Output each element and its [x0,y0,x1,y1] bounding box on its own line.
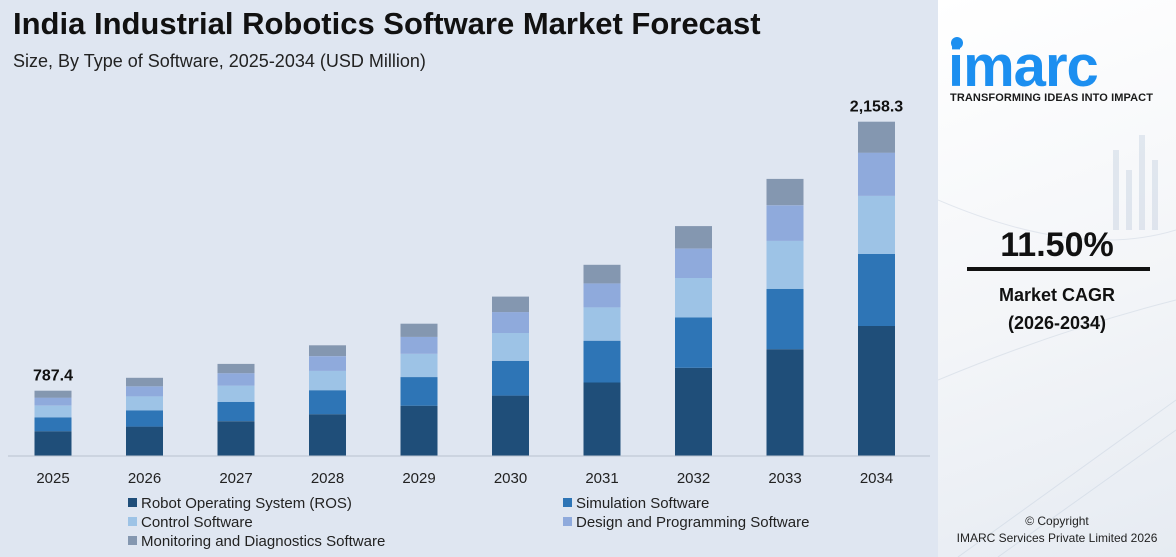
x-tick-label: 2033 [768,470,801,487]
decorative-background-graphic [938,135,1176,557]
x-tick-label: 2034 [860,470,893,487]
bar-segment [34,405,72,418]
bar-segment [34,417,72,432]
bar-segment [34,390,72,398]
bar-segment [858,121,895,153]
bar-segment [217,421,255,456]
bar-segment [400,353,438,377]
legend-item: Control Software [128,514,253,531]
chart-subtitle: Size, By Type of Software, 2025-2034 (US… [13,51,426,71]
bar-segment [858,254,895,326]
brand-tagline: TRANSFORMING IDEAS INTO IMPACT [950,92,1154,104]
x-tick-label: 2028 [311,470,344,487]
cagr-label: Market CAGR [998,285,1116,305]
bar-segment [400,323,438,337]
legend-label: Design and Programming Software [576,514,809,531]
chart-panel: India Industrial Robotics Software Marke… [8,6,930,550]
bar-segment [492,395,529,456]
cagr-divider [967,267,1150,271]
legend-item: Robot Operating System (ROS) [128,495,352,512]
bar-segment [675,278,712,318]
legend-label: Simulation Software [576,495,709,512]
bar-segment [309,345,346,357]
bar-segment [309,356,346,371]
bar-segment [858,152,895,196]
bar-segment [858,326,895,456]
bar-segment [34,397,72,406]
bar-segment [583,283,621,308]
bar-segment [217,363,255,374]
x-tick-label: 2025 [36,470,69,487]
logo-text: imarc [948,34,1098,96]
imarc-logo-icon: imarc [948,34,1099,96]
bar-segment [126,426,163,456]
x-tick-label: 2029 [402,470,435,487]
legend-label: Robot Operating System (ROS) [141,495,352,512]
sidebar: imarc TRANSFORMING IDEAS INTO IMPACT 11.… [938,0,1176,557]
x-tick-label: 2030 [494,470,527,487]
bar-segment [126,410,163,427]
bar-segment [492,360,529,396]
cagr-value: 11.50% [1000,226,1114,264]
bar-segment [126,386,163,397]
legend-swatch [128,517,137,526]
legend-swatch [563,517,572,526]
bar-segment [309,390,346,415]
bar-segment [675,248,712,278]
bar-segment [858,196,895,254]
bar-segment [583,264,621,284]
legend-item: Monitoring and Diagnostics Software [128,533,385,550]
chart-title: India Industrial Robotics Software Marke… [13,6,761,41]
legend-item: Design and Programming Software [563,514,809,531]
x-tick-label: 2027 [219,470,252,487]
bar-segment [217,401,255,422]
total-data-label: 2,158.3 [850,99,903,116]
legend-item: Simulation Software [563,495,709,512]
x-tick-label: 2026 [128,470,161,487]
bar-segment [766,178,804,206]
bar-segment [675,317,712,368]
bar-segment [583,307,621,341]
bar-segment [766,349,804,456]
legend-swatch [128,498,137,507]
x-tick-label: 2032 [677,470,710,487]
bar-segment [583,382,621,456]
copyright-text: © Copyright [1025,514,1089,528]
total-data-label: 787.4 [33,368,73,385]
bar-segment [400,405,438,456]
bar-segment [766,288,804,350]
bar-segment [309,370,346,391]
bar-segment [766,240,804,289]
bar-segment [492,296,529,313]
company-name: IMARC Services Private Limited 2026 [956,531,1158,545]
legend-swatch [563,498,572,507]
bar-segment [675,367,712,456]
bar-segment [675,226,712,249]
x-tick-label: 2031 [585,470,618,487]
bar-segment [583,340,621,383]
bar-segment [126,377,163,387]
legend-swatch [128,536,137,545]
stacked-bar-chart: 2025 2026 2027 2028 2029 2030 2031 2032 2033 2034… [8,99,930,550]
bar-segment [217,373,255,386]
legend-label: Control Software [141,514,253,531]
bar-segment [492,332,529,361]
bar-segment [217,385,255,402]
bar-segment [400,377,438,406]
cagr-period: (2026-2034) [1007,313,1107,333]
bar-segment [400,336,438,354]
bar-segment [126,396,163,411]
bar-segment [34,431,72,456]
legend-label: Monitoring and Diagnostics Software [141,533,385,550]
bar-segment [492,312,529,333]
bar-segment [309,414,346,456]
bar-segment [766,205,804,241]
